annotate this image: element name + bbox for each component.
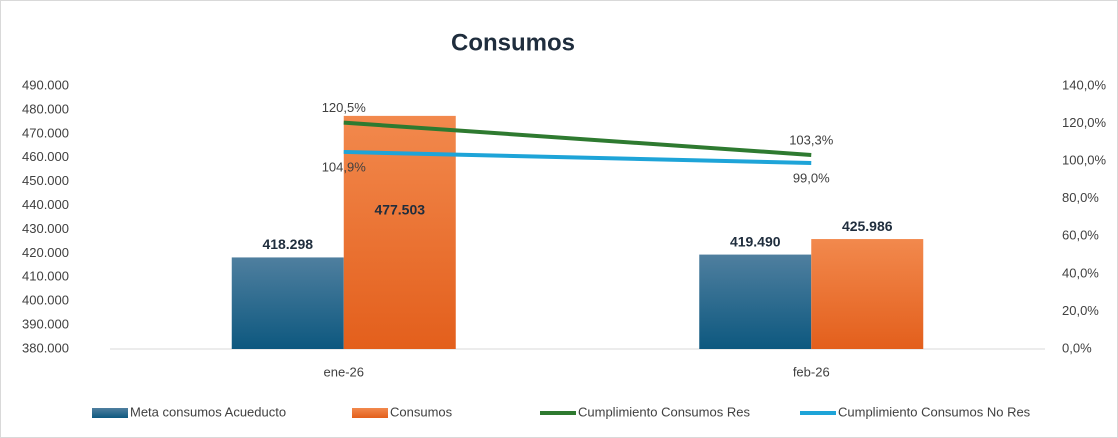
y2-tick-label: 0,0%: [1062, 340, 1092, 355]
y2-tick-label: 40,0%: [1062, 265, 1099, 280]
y-tick-label: 420.000: [22, 245, 69, 260]
y2-tick-label: 140,0%: [1062, 77, 1107, 92]
y2-tick-label: 60,0%: [1062, 228, 1099, 243]
y-tick-label: 400.000: [22, 293, 69, 308]
bar-value-label: 419.490: [730, 233, 781, 249]
legend-label: Meta consumos Acueducto: [130, 404, 286, 419]
line-value-label: 104,9%: [322, 159, 367, 174]
x-tick-label: feb-26: [793, 364, 830, 379]
legend-label: Cumplimiento Consumos Res: [578, 404, 750, 419]
x-tick-label: ene-26: [324, 364, 364, 379]
y2-tick-label: 20,0%: [1062, 303, 1099, 318]
y-tick-label: 490.000: [22, 77, 69, 92]
bar: [811, 239, 924, 349]
y2-tick-label: 80,0%: [1062, 190, 1099, 205]
bar-value-label: 418.298: [262, 236, 313, 252]
legend-label: Consumos: [390, 404, 453, 419]
y-tick-label: 390.000: [22, 317, 69, 332]
y-tick-label: 380.000: [22, 340, 69, 355]
bar-value-label: 477.503: [374, 202, 425, 218]
y2-tick-label: 100,0%: [1062, 153, 1107, 168]
line-value-label: 103,3%: [789, 132, 834, 147]
y-tick-label: 480.000: [22, 101, 69, 116]
line: [343, 149, 812, 166]
y2-tick-label: 120,0%: [1062, 115, 1107, 130]
chart-title: Consumos: [451, 29, 575, 56]
legend-swatch: [92, 408, 128, 418]
bar: [231, 257, 344, 349]
line-value-label: 99,0%: [793, 170, 830, 185]
line: [343, 120, 812, 157]
y-tick-label: 460.000: [22, 149, 69, 164]
bar: [699, 254, 812, 349]
legend-swatch: [352, 408, 388, 418]
y-tick-label: 440.000: [22, 197, 69, 212]
y-tick-label: 470.000: [22, 125, 69, 140]
bar-value-label: 425.986: [842, 218, 893, 234]
line-value-label: 120,5%: [322, 100, 367, 115]
legend-label: Cumplimiento Consumos No Res: [838, 404, 1031, 419]
y-tick-label: 450.000: [22, 173, 69, 188]
y-tick-label: 430.000: [22, 221, 69, 236]
y-tick-label: 410.000: [22, 269, 69, 284]
